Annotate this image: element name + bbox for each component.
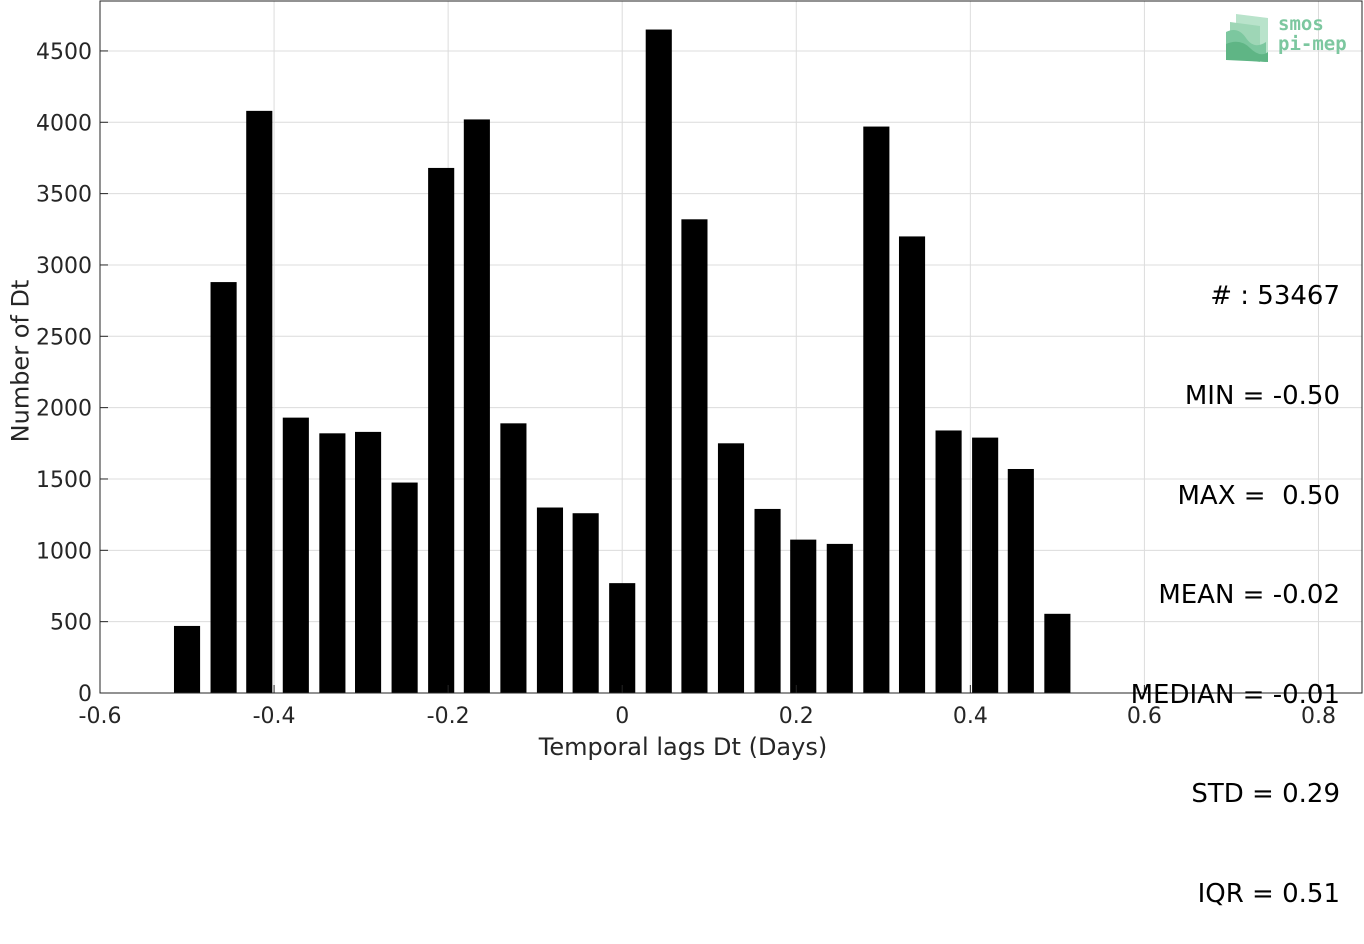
logo-text: smos pi-mep bbox=[1278, 14, 1347, 54]
y-tick-label: 4500 bbox=[36, 40, 92, 65]
x-tick-label: -0.2 bbox=[427, 704, 470, 729]
x-tick-label: -0.4 bbox=[253, 704, 296, 729]
histogram-bar bbox=[935, 430, 962, 693]
histogram-bar bbox=[826, 543, 853, 693]
logo-text-line2: pi-mep bbox=[1278, 33, 1347, 55]
histogram-bar bbox=[572, 513, 599, 693]
logo-wave-icon bbox=[1226, 14, 1268, 62]
histogram-bar bbox=[355, 431, 382, 693]
histogram-bar bbox=[717, 443, 745, 693]
grid-lines bbox=[99, 1, 1362, 694]
histogram-bar bbox=[1044, 613, 1071, 693]
x-tick-label: 0.4 bbox=[953, 704, 988, 729]
x-tick-labels: -0.6 -0.4 -0.2 0 0.2 0.4 0.6 0.8 bbox=[79, 685, 1336, 729]
histogram-bar bbox=[645, 29, 672, 694]
y-tick-label: 1000 bbox=[36, 539, 92, 564]
histogram-bar bbox=[173, 625, 201, 693]
x-tick-label: 0.8 bbox=[1301, 704, 1336, 729]
histogram-bar bbox=[681, 219, 708, 693]
stat-mean: MEAN = -0.02 bbox=[1158, 580, 1340, 611]
bars bbox=[173, 29, 1071, 694]
histogram-bar bbox=[1007, 468, 1034, 693]
stat-std: STD = 0.29 bbox=[1191, 779, 1340, 810]
histogram-bar bbox=[246, 110, 273, 694]
y-tick-labels: 0 500 1000 1500 2000 2500 3000 3500 4000 4500 bbox=[36, 40, 108, 707]
histogram-bar bbox=[210, 282, 237, 693]
histogram-bar bbox=[609, 583, 636, 693]
logo-text-line1: smos bbox=[1278, 13, 1324, 35]
histogram-bar bbox=[754, 508, 781, 693]
stat-min: MIN = -0.50 bbox=[1184, 381, 1340, 412]
stat-count: # : 53467 bbox=[1210, 281, 1340, 312]
y-tick-label: 2000 bbox=[36, 397, 92, 422]
x-tick-label: -0.6 bbox=[79, 704, 122, 729]
histogram-bar bbox=[428, 167, 455, 693]
x-tick-label: 0.2 bbox=[779, 704, 814, 729]
plot-frame bbox=[99, 0, 1363, 694]
stat-median: MEDIAN = -0.01 bbox=[1130, 679, 1340, 710]
y-axis-label: Number of Dt bbox=[6, 280, 34, 443]
statistics-box: # : 53467 MIN = -0.50 MAX = 0.50 MEAN = … bbox=[1131, 214, 1340, 944]
histogram-bar bbox=[863, 126, 890, 693]
histogram-bar bbox=[536, 507, 564, 693]
y-tick-label: 1500 bbox=[36, 468, 92, 493]
histogram-bar bbox=[319, 433, 346, 693]
y-tick-label: 3500 bbox=[36, 183, 92, 208]
histogram-bar bbox=[790, 539, 817, 693]
histogram-bar bbox=[282, 417, 309, 693]
histogram-bar bbox=[972, 437, 999, 693]
y-tick-label: 3000 bbox=[36, 254, 92, 279]
stat-max: MAX = 0.50 bbox=[1177, 480, 1341, 511]
histogram-bar bbox=[463, 119, 490, 693]
x-tick-label: 0.6 bbox=[1127, 704, 1162, 729]
histogram-bar bbox=[391, 482, 418, 693]
histogram-bar bbox=[898, 236, 926, 694]
stat-iqr: IQR = 0.51 bbox=[1197, 879, 1340, 910]
y-tick-label: 4000 bbox=[36, 111, 92, 136]
x-axis-label: Temporal lags Dt (Days) bbox=[538, 733, 827, 761]
histogram-bar bbox=[500, 423, 527, 693]
y-tick-label: 0 bbox=[78, 682, 92, 707]
y-tick-label: 500 bbox=[50, 611, 92, 636]
y-tick-label: 2500 bbox=[36, 325, 92, 350]
histogram-chart: -0.6 -0.4 -0.2 0 0.2 0.4 0.6 0.8 0 500 1000 1500 20… bbox=[6, 0, 1363, 761]
smos-pimep-logo: smos pi-mep bbox=[1224, 12, 1360, 66]
x-tick-label: 0 bbox=[615, 704, 629, 729]
